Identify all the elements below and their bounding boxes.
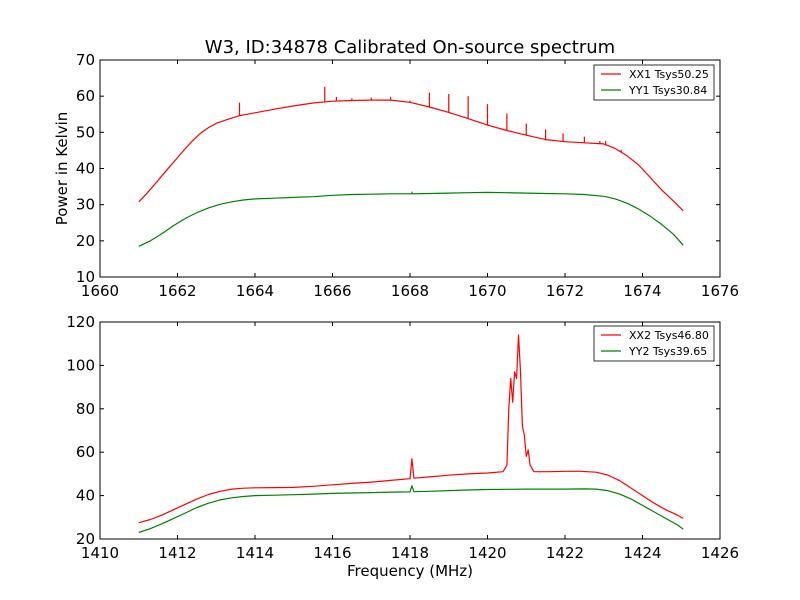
- series-line-yy1: [138, 191, 684, 247]
- y-tick-label: 40: [76, 487, 95, 505]
- y-tick-label: 70: [76, 51, 95, 69]
- y-tick-label: 60: [76, 443, 95, 461]
- y-tick-label: 20: [76, 232, 95, 250]
- y-tick-label: 30: [76, 196, 95, 214]
- plot-frame: [99, 59, 721, 278]
- x-tick-label: 1674: [623, 282, 661, 300]
- plot-frame: [99, 321, 721, 540]
- x-tick-label: 1670: [468, 282, 506, 300]
- legend: XX1 Tsys50.25 YY1 Tsys30.84: [593, 64, 715, 101]
- chart-title: W3, ID:34878 Calibrated On-source spectr…: [205, 37, 615, 58]
- x-axis-label: Frequency (MHz): [347, 562, 473, 580]
- series-group: [138, 86, 684, 247]
- x-tick-label: 1424: [623, 544, 661, 562]
- x-tick-label: 1666: [313, 282, 351, 300]
- x-tick-label: 1410: [81, 544, 119, 562]
- x-tick-label: 1664: [236, 282, 274, 300]
- x-tick-label: 1414: [236, 544, 274, 562]
- legend-label-yy1: YY1 Tsys30.84: [628, 84, 707, 97]
- y-tick-label: 40: [76, 160, 95, 178]
- y-tick-label: 60: [76, 87, 95, 105]
- legend-box: [593, 64, 715, 101]
- y-tick-label: 120: [66, 313, 95, 331]
- y-tick-label: 20: [76, 530, 95, 548]
- y-tick-label: 10: [76, 268, 95, 286]
- x-tick-label: 1426: [701, 544, 739, 562]
- x-tick-label: 1416: [313, 544, 351, 562]
- ticks: 1660 1662 1664 1666 1668 1670 1672 1674 1676 10 20…: [76, 51, 739, 300]
- legend: XX2 Tsys46.80 YY2 Tsys39.65: [593, 325, 715, 362]
- x-tick-label: 1668: [391, 282, 429, 300]
- legend-box: [593, 325, 715, 362]
- series-line-yy2: [138, 485, 684, 534]
- y-tick-label: 100: [66, 356, 95, 374]
- x-tick-label: 1422: [546, 544, 584, 562]
- x-tick-label: 1660: [81, 282, 119, 300]
- y-axis-label: Power in Kelvin: [53, 112, 71, 226]
- series-group: [138, 334, 684, 534]
- chart-1420-mhz: Frequency (MHz) 1410 1412 1414 1416 1418 1420…: [66, 313, 739, 580]
- x-tick-label: 1412: [158, 544, 196, 562]
- chart-1667-mhz: W3, ID:34878 Calibrated On-source spectr…: [53, 37, 739, 300]
- series-line-xx2: [138, 334, 684, 524]
- x-tick-label: 1676: [701, 282, 739, 300]
- y-tick-label: 50: [76, 123, 95, 141]
- x-tick-label: 1418: [391, 544, 429, 562]
- x-tick-label: 1662: [158, 282, 196, 300]
- ticks: 1410 1412 1414 1416 1418 1420 1422 1424 1426 20 40…: [66, 313, 739, 562]
- legend-label-xx2: XX2 Tsys46.80: [629, 329, 709, 342]
- legend-label-yy2: YY2 Tsys39.65: [628, 345, 707, 358]
- y-tick-label: 80: [76, 400, 95, 418]
- legend-label-xx1: XX1 Tsys50.25: [629, 68, 709, 81]
- x-tick-label: 1420: [468, 544, 506, 562]
- x-tick-label: 1672: [546, 282, 584, 300]
